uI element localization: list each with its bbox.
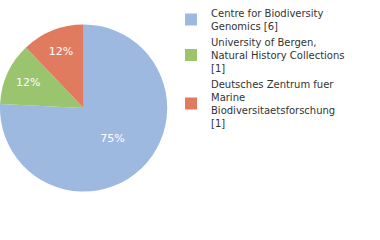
svg-text:Centre for BiodiversityGenomic: Centre for BiodiversityGenomics [6] [211,8,324,32]
svg-text:University of Bergen,Natural H: University of Bergen,Natural History Col… [211,37,345,74]
svg-text:75%: 75% [100,132,124,145]
svg-text:Deutsches Zentrum fuerMarineBi: Deutsches Zentrum fuerMarineBiodiversita… [211,79,335,129]
svg-text:12%: 12% [16,76,40,89]
svg-text:12%: 12% [49,45,73,58]
